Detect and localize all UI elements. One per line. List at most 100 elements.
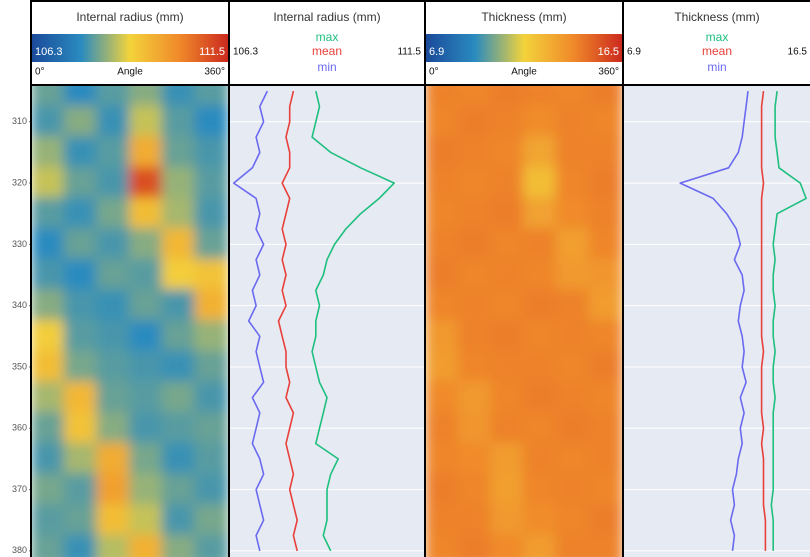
heat-cell	[457, 105, 493, 139]
heat-cell	[490, 411, 525, 445]
heat-cell	[457, 381, 493, 414]
heat-cell	[96, 534, 131, 557]
heat-cell	[161, 442, 197, 476]
heat-cell	[194, 136, 228, 169]
heat-cell	[588, 136, 622, 169]
heat-cell	[129, 473, 164, 506]
heat-cell	[490, 166, 525, 200]
heat-cell	[194, 442, 228, 476]
depth-label: 310	[12, 116, 27, 126]
legend-2: min	[317, 60, 336, 74]
heat-cell	[457, 503, 493, 537]
heat-cell	[523, 85, 558, 108]
heat-cell	[63, 136, 99, 169]
heat-cell	[194, 411, 228, 445]
heat-cell	[63, 381, 99, 414]
heat-cell	[161, 166, 197, 200]
track-title: Thickness (mm)	[674, 10, 759, 24]
heat-cell	[588, 411, 622, 445]
heat-cell	[490, 442, 525, 476]
heat-cell	[426, 442, 460, 476]
heat-cell	[588, 258, 622, 292]
angle-label: Angle	[117, 67, 143, 78]
heat-cell	[96, 166, 131, 200]
heat-cell	[63, 197, 99, 231]
heat-cell	[63, 105, 99, 139]
heatmap-cells	[32, 85, 228, 557]
curve-2	[679, 91, 749, 551]
colorbar-min: 106.3	[35, 46, 63, 58]
heat-cell	[457, 320, 493, 353]
legend-1: mean	[702, 44, 732, 58]
heat-cell	[555, 258, 591, 292]
heat-cell	[194, 258, 228, 292]
heat-cell	[490, 228, 525, 261]
colorbar-max: 111.5	[199, 46, 225, 58]
heat-cell	[129, 197, 164, 231]
heat-cell	[161, 228, 197, 261]
x-max: 16.5	[788, 47, 808, 58]
heat-cell	[490, 320, 525, 353]
heat-cell	[32, 136, 66, 169]
heat-cell	[588, 473, 622, 506]
heat-cell	[194, 85, 228, 108]
heat-cell	[63, 258, 99, 292]
curve-0	[770, 90, 807, 551]
heat-cell	[426, 350, 460, 384]
heat-cell	[490, 289, 525, 322]
heat-cell	[32, 350, 66, 384]
heat-cell	[457, 197, 493, 231]
colorbar-min: 6.9	[429, 46, 444, 58]
track-title: Internal radius (mm)	[76, 10, 183, 24]
heat-cell	[129, 534, 164, 557]
heat-cell	[457, 136, 493, 169]
heat-cell	[32, 197, 66, 231]
heat-cell	[426, 320, 460, 353]
legend-0: max	[706, 30, 729, 44]
heat-cell	[161, 350, 197, 384]
heat-cell	[161, 258, 197, 292]
heat-cell	[129, 258, 164, 292]
heat-cell	[457, 442, 493, 476]
heat-cell	[96, 320, 131, 353]
heat-cell	[32, 258, 66, 292]
heat-cell	[588, 85, 622, 108]
heat-cell	[523, 473, 558, 506]
heat-cell	[426, 258, 460, 292]
heat-cell	[457, 411, 493, 445]
heat-cell	[490, 381, 525, 414]
heat-cell	[555, 166, 591, 200]
heat-cell	[129, 166, 164, 200]
colorbar	[32, 34, 228, 62]
heat-cell	[63, 534, 99, 557]
heatmap	[426, 85, 622, 557]
curves	[679, 90, 807, 551]
heat-cell	[490, 350, 525, 384]
heat-cell	[555, 503, 591, 537]
heatmap	[32, 85, 228, 557]
heat-cell	[457, 473, 493, 506]
heat-cell	[555, 473, 591, 506]
heat-cell	[63, 85, 99, 108]
heat-cell	[490, 105, 525, 139]
heat-cell	[523, 136, 558, 169]
heat-cell	[129, 105, 164, 139]
heat-cell	[523, 503, 558, 537]
heat-cell	[426, 105, 460, 139]
depth-label: 350	[12, 361, 27, 371]
heat-cell	[426, 228, 460, 261]
heat-cell	[588, 534, 622, 557]
x-max: 111.5	[397, 47, 421, 58]
heat-cell	[96, 85, 131, 108]
heat-cell	[490, 197, 525, 231]
heat-cell	[588, 105, 622, 139]
heat-cell	[63, 228, 99, 261]
curve-1	[760, 91, 767, 551]
heat-cell	[96, 350, 131, 384]
heat-cell	[129, 228, 164, 261]
heat-cell	[96, 105, 131, 139]
heat-cell	[555, 350, 591, 384]
depth-label: 320	[12, 177, 27, 187]
depth-label: 340	[12, 300, 27, 310]
